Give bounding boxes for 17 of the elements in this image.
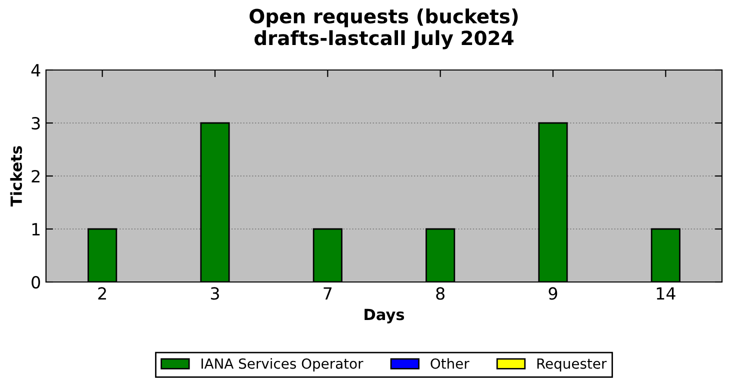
legend-label: IANA Services Operator	[202, 358, 364, 372]
x-tick-label: 7	[324, 287, 332, 300]
x-tick-label: 2	[98, 287, 106, 300]
y-tick-label: 2	[32, 170, 40, 182]
x-tick-label: 14	[656, 287, 676, 300]
x-tick-label: 8	[436, 287, 444, 300]
chart-title: Open requests (buckets) drafts-lastcall July 2024	[250, 8, 518, 50]
x-axis-title: Days	[364, 308, 404, 324]
x-tick-label: 9	[548, 287, 558, 300]
legend-label: Requester	[537, 358, 607, 372]
y-tick-label: 1	[32, 223, 40, 236]
legend-label: Other	[430, 358, 470, 369]
x-tick-label: 3	[210, 287, 219, 300]
y-tick-label: 0	[32, 276, 40, 289]
y-tick-label: 4	[31, 64, 40, 76]
y-tick-label: 3	[32, 116, 40, 130]
y-axis-title: Tickets	[10, 146, 22, 207]
